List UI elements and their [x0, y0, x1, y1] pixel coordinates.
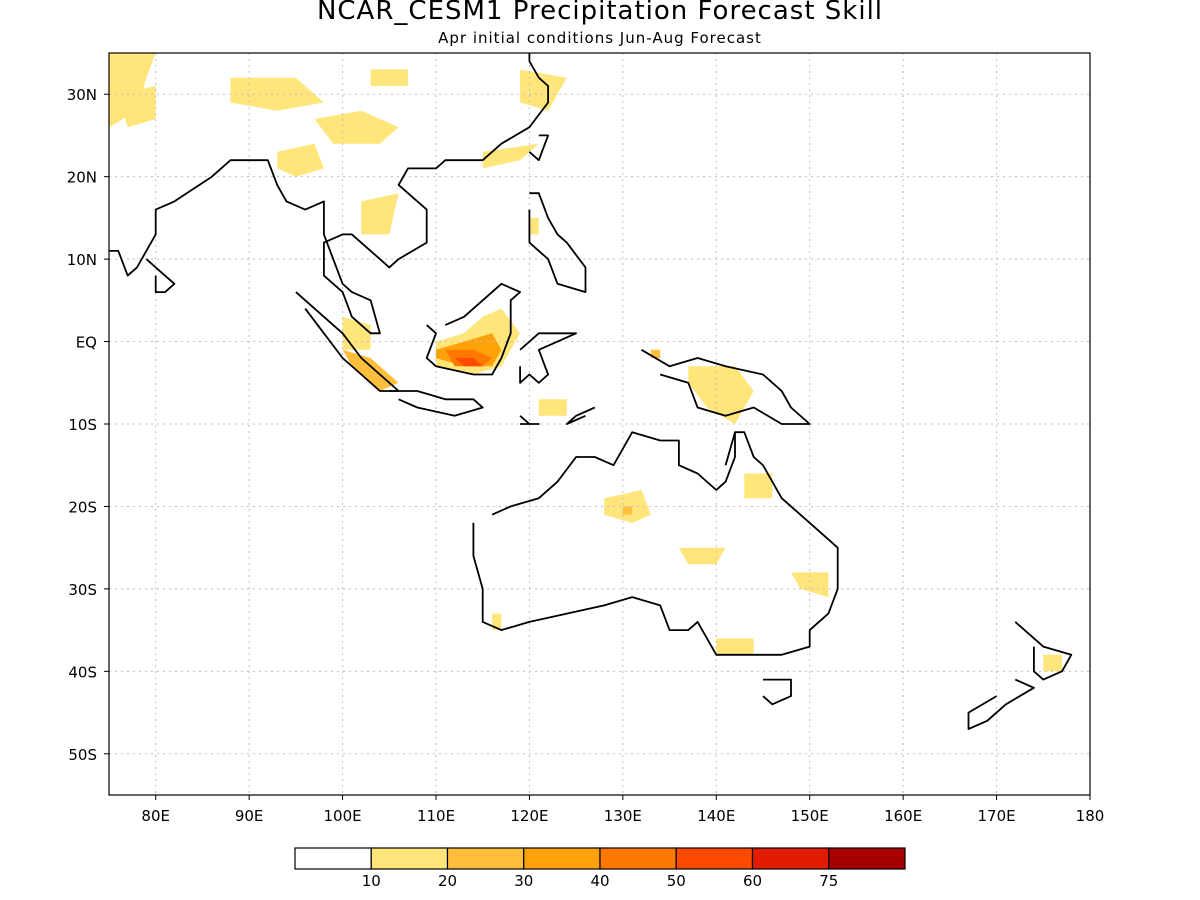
- coastline-15: [565, 406, 596, 425]
- coastline-16: [519, 415, 540, 425]
- coastline-9: [472, 431, 839, 656]
- coastlines: [109, 0, 1073, 730]
- colorbar-swatch: [675, 847, 754, 870]
- colorbar-swatch: [751, 847, 830, 870]
- colorbar-label: 10: [362, 872, 381, 890]
- colorbar-swatch: [828, 847, 906, 870]
- skill-region-15: [688, 366, 754, 424]
- skill-region-25: [529, 217, 539, 235]
- coastline-0: [109, 53, 549, 335]
- coastline-12: [967, 678, 1035, 730]
- grid-lines: [109, 53, 1091, 795]
- colorbar: 10 20 30 40 50 60 75: [294, 847, 906, 890]
- skill-region-3: [370, 69, 408, 86]
- skill-region-19: [678, 547, 726, 565]
- colorbar-swatch: [599, 847, 677, 870]
- lat-label: 30N: [67, 86, 97, 104]
- coastline-1: [145, 258, 176, 294]
- skill-region-1: [118, 86, 156, 128]
- plot-frame: [108, 52, 1091, 796]
- lon-label: 100E: [324, 807, 362, 825]
- lon-label: 120E: [510, 807, 548, 825]
- skill-fill-layer: [109, 53, 1062, 672]
- colorbar-label: 75: [819, 872, 838, 890]
- lon-label: 110E: [417, 807, 455, 825]
- skill-region-5: [482, 143, 539, 169]
- lat-label: 20S: [68, 498, 97, 516]
- colorbar-swatch: [294, 847, 372, 870]
- coastline-10: [762, 678, 792, 706]
- lon-label: 80E: [141, 807, 170, 825]
- skill-region-7: [277, 143, 324, 177]
- skill-region-20: [791, 572, 829, 598]
- colorbar-label: 20: [438, 872, 457, 890]
- colorbar-swatch: [370, 847, 449, 870]
- lon-label: 140E: [697, 807, 735, 825]
- skill-region-23: [492, 613, 502, 631]
- skill-region-24: [538, 399, 567, 416]
- skill-region-26: [1043, 654, 1062, 672]
- coastline-7: [528, 134, 549, 162]
- colorbar-label: 40: [590, 872, 609, 890]
- skill-region-21: [744, 473, 773, 499]
- skill-region-4: [314, 110, 399, 144]
- lon-label: 130E: [604, 807, 642, 825]
- skill-region-18: [622, 506, 633, 515]
- lon-label: 180: [1076, 807, 1105, 825]
- lat-label: 10N: [67, 251, 97, 269]
- skill-region-22: [716, 638, 754, 655]
- coastline-11: [1014, 621, 1073, 681]
- colorbar-label: 60: [743, 872, 762, 890]
- lon-label: 170E: [978, 807, 1016, 825]
- colorbar-label: 30: [514, 872, 533, 890]
- lon-label: 150E: [791, 807, 829, 825]
- axis-labels: 30N 20N 10N EQ 10S 20S 30S 40S 50S 80E 90E 100E 110E…: [67, 86, 1105, 825]
- skill-region-14: [454, 358, 483, 367]
- coastline-5: [519, 332, 577, 384]
- coastline-14: [724, 431, 736, 466]
- coastline-13: [716, 0, 763, 45]
- coastline-4: [425, 282, 521, 376]
- skill-region-10: [342, 349, 399, 391]
- lat-label: 40S: [68, 663, 97, 681]
- coastline-3: [389, 390, 484, 417]
- skill-region-0: [109, 53, 156, 128]
- colorbar-swatch: [523, 847, 601, 870]
- lat-label: EQ: [76, 334, 97, 352]
- lat-label: 50S: [68, 746, 97, 764]
- lat-label: 30S: [68, 581, 97, 599]
- lon-label: 160E: [884, 807, 922, 825]
- skill-region-8: [361, 193, 399, 235]
- map-title: NCAR_CESM1 Precipitation Forecast Skill: [316, 0, 884, 26]
- coastline-8: [641, 349, 811, 425]
- lat-label: 10S: [68, 416, 97, 434]
- map-subtitle: Apr initial conditions Jun-Aug Forecast: [438, 29, 762, 47]
- coastline-6: [528, 192, 587, 294]
- colorbar-swatch: [446, 847, 525, 870]
- lon-label: 90E: [235, 807, 264, 825]
- colorbar-label: 50: [667, 872, 686, 890]
- skill-region-6: [520, 69, 567, 111]
- lat-label: 20N: [67, 169, 97, 187]
